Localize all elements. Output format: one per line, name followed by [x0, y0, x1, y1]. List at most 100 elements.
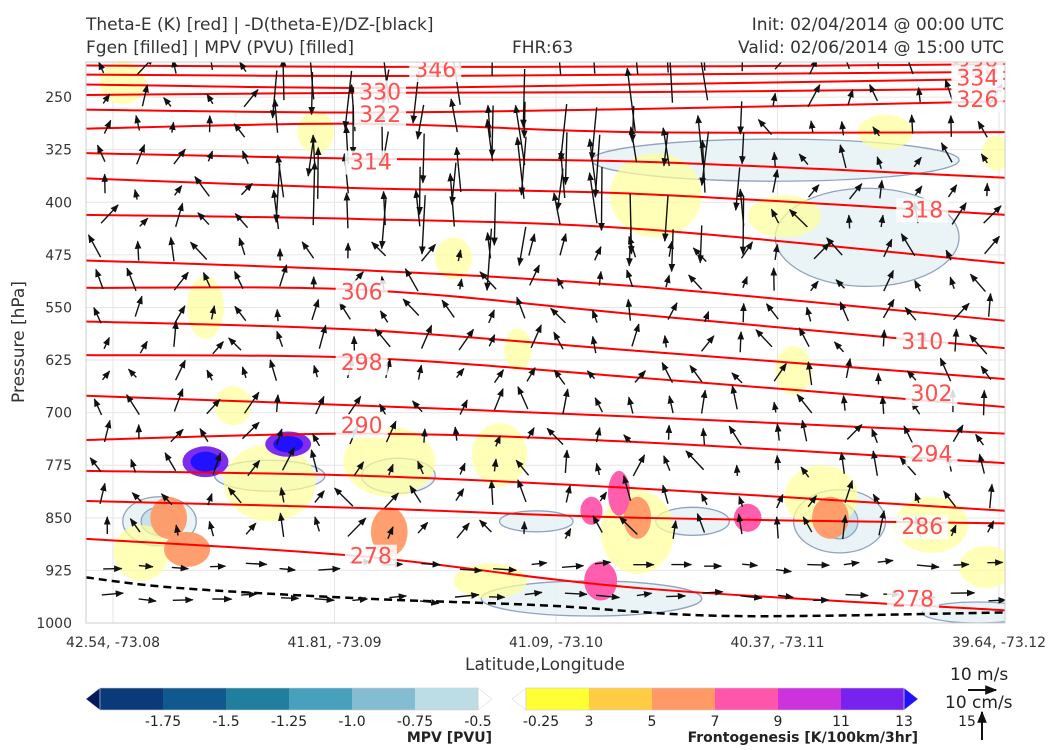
wind-vector: [310, 449, 318, 473]
wind-vector: [134, 240, 142, 261]
wind-vector: [208, 520, 215, 537]
wind-vector: [988, 596, 1005, 604]
theta-e-label: 318: [901, 198, 943, 223]
wind-vector: [632, 454, 646, 477]
wind-vector: [661, 127, 670, 167]
wind-vector: [699, 131, 710, 187]
mpv-colorbar-title: MPV [PVU]: [407, 730, 492, 746]
colorbar-tick-label: 5: [648, 714, 657, 730]
wind-vector: [130, 458, 137, 473]
x-axis-ticks: 42.54, -73.08 41.81, -73.09 41.09, -73.10 4…: [66, 635, 1046, 651]
wind-vector: [131, 492, 142, 503]
theta-e-contour: [86, 77, 1005, 89]
wind-vector: [953, 561, 970, 569]
theta-e-contour: [86, 469, 1005, 512]
wind-vector: [241, 421, 260, 440]
wind-vector: [666, 62, 669, 73]
wind-vector: [635, 62, 639, 75]
wind-vector: [939, 357, 952, 382]
wind-vector: [275, 428, 283, 446]
wind-vector: [661, 361, 674, 384]
wind-vector: [841, 514, 848, 540]
wind-vector: [134, 114, 142, 131]
wind-vector: [280, 594, 300, 602]
wind-vector: [587, 138, 598, 193]
y-tick-label: 625: [45, 353, 72, 369]
colorbar-extend-right: [477, 687, 493, 711]
wind-vector: [314, 490, 325, 503]
wind-vector: [770, 92, 778, 106]
wind-vector: [138, 562, 154, 570]
theta-e-label: 314: [350, 151, 392, 176]
wind-vector: [774, 454, 782, 470]
wind-vector: [87, 234, 102, 258]
wind-vector: [101, 590, 125, 598]
y-tick-label: 250: [45, 90, 72, 106]
wind-vector: [493, 387, 504, 411]
wind-vector: [943, 490, 957, 508]
wind-vector: [103, 119, 112, 134]
wind-vector: [459, 399, 468, 415]
wind-vector: [494, 435, 501, 447]
theta-e-label-bg: [905, 442, 958, 467]
wind-vector: [385, 420, 397, 443]
colorbar-frame: [525, 687, 905, 711]
wind-vector: [773, 362, 787, 382]
wind-vector: [274, 308, 282, 322]
wind-vector: [728, 425, 742, 446]
colorbar-tick-label: -0.25: [523, 714, 559, 730]
colorbar-segment: [526, 688, 590, 710]
wind-vector: [311, 161, 318, 226]
x-tick-label: 41.09, -73.10: [509, 635, 603, 651]
theta-e-label: 278: [350, 545, 392, 570]
frontogenesis-region: [584, 561, 618, 601]
wind-vector: [417, 460, 424, 475]
wind-vector: [313, 516, 321, 532]
wind-vector: [488, 334, 496, 347]
wind-vector: [206, 398, 221, 415]
theta-e-contour: [86, 259, 1005, 322]
theta-e-label: 322: [359, 103, 401, 128]
theta-e-contour: [86, 87, 1005, 96]
wind-vector: [916, 563, 940, 570]
quiver-key-horizontal-label: 10 m/s: [950, 665, 1008, 685]
wind-vector: [914, 185, 923, 196]
wind-vector: [757, 119, 773, 135]
wind-vector: [238, 237, 246, 256]
wind-vector: [305, 137, 315, 177]
wind-vector: [556, 277, 564, 289]
wind-vector: [699, 139, 707, 193]
wind-vector: [458, 328, 474, 351]
wind-vector: [458, 62, 462, 70]
wind-vector: [419, 195, 426, 255]
wind-vector: [665, 424, 673, 440]
wind-vector: [807, 495, 817, 508]
wind-vector: [453, 146, 462, 193]
wind-vector: [595, 462, 602, 476]
wind-vector: [552, 192, 561, 225]
wind-vector: [588, 107, 598, 161]
wind-vector: [702, 310, 710, 323]
wind-vector: [209, 305, 217, 320]
wind-vector: [173, 148, 186, 165]
frontogenesis-region: [99, 62, 146, 105]
wind-vector: [271, 189, 280, 230]
wind-vector: [983, 205, 1002, 224]
wind-vector: [636, 591, 653, 598]
wind-vector: [318, 565, 341, 573]
wind-vector: [738, 495, 745, 507]
wind-vector: [245, 522, 257, 535]
wind-vector: [479, 519, 492, 533]
theta-e-contour: [86, 70, 1005, 78]
wind-vector: [174, 359, 186, 381]
wind-vector: [96, 144, 106, 162]
theta-e-label: 278: [892, 587, 934, 612]
wind-vector: [245, 560, 268, 568]
wind-vector: [387, 463, 394, 476]
wind-vector: [883, 269, 894, 292]
x-tick-label: 42.54, -73.08: [66, 635, 160, 651]
wind-vector: [700, 389, 708, 414]
wind-vector: [980, 153, 989, 164]
colorbar-segment: [715, 688, 779, 710]
wind-vector: [276, 330, 284, 347]
